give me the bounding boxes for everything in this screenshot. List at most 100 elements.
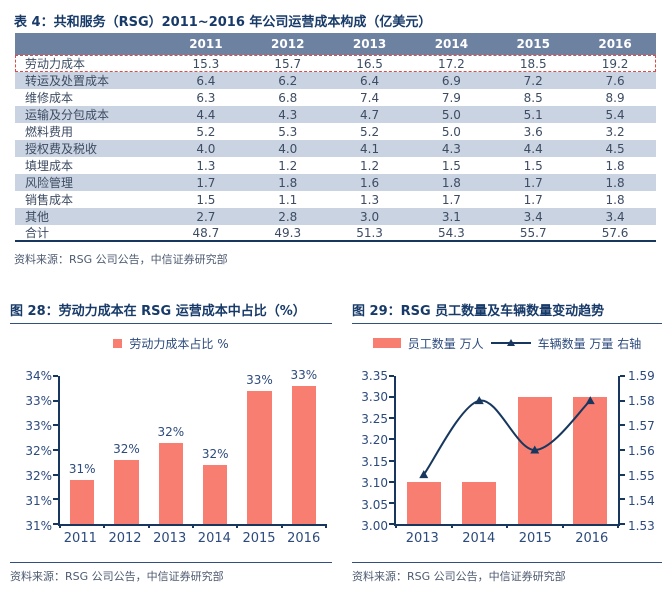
cell-value: 19.2 <box>601 56 629 71</box>
fig29-source: 资料来源：RSG 公司公告，中信证券研究部 <box>352 570 566 583</box>
cell-value: 4.5 <box>605 141 625 156</box>
bar-data-label: 31% <box>68 461 96 476</box>
axis-tick <box>53 375 58 377</box>
fig28-source: 资料来源：RSG 公司公告，中信证券研究部 <box>10 570 224 583</box>
axis-tick <box>620 523 625 525</box>
axis-tick-label: 32% <box>25 469 52 483</box>
cell-value: 1.7 <box>523 175 543 190</box>
cell-value: 1.8 <box>605 158 625 173</box>
table-header-row: 2011 2012 2013 2014 2015 2016 <box>15 33 656 55</box>
cell-value: 15.3 <box>192 56 220 71</box>
x-axis-label: 2016 <box>575 530 609 546</box>
bar-slot <box>507 376 563 524</box>
fig28-yaxis-labels: 34% 33% 33% 32% 32% 31% 31% <box>10 369 58 533</box>
axis-tick <box>53 523 58 525</box>
table-row: 授权费及税收 4.0 4.0 4.1 4.3 4.4 4.5 <box>15 140 656 157</box>
bar <box>114 459 139 524</box>
bar-data-label: 32% <box>201 446 229 461</box>
fig28-xaxis-labels: 2011 2012 2013 2014 2015 2016 <box>58 526 326 550</box>
x-axis-label: 2015 <box>518 530 552 546</box>
fig28-divider <box>10 562 332 563</box>
axis-tick-label: 3.05 <box>361 497 388 512</box>
cell-value: 17.2 <box>438 56 465 71</box>
row-label: 燃料费用 <box>25 125 74 139</box>
fig29-line-legend-swatch <box>490 338 531 348</box>
fig29-left-axis-labels: 3.35 3.30 3.25 3.20 3.15 3.10 3.05 3.00 <box>352 369 394 533</box>
table-row: 维修成本 6.3 6.8 7.4 7.9 8.5 8.9 <box>15 89 656 106</box>
row-label: 运输及分包成本 <box>25 108 110 122</box>
axis-tick-label: 3.15 <box>361 454 388 469</box>
bar-slot: 33% <box>237 372 281 524</box>
table-header-cell: 2014 <box>434 37 469 51</box>
bar-slot: 32% <box>149 376 193 524</box>
table-row: 运输及分包成本 4.4 4.3 4.7 5.0 5.1 5.4 <box>15 106 656 123</box>
axis-tick-label: 1.56 <box>628 444 655 458</box>
table-row: 劳动力成本 15.3 15.7 16.5 17.2 18.5 19.2 <box>15 55 656 72</box>
cell-value: 55.7 <box>519 225 547 240</box>
fig29-bar-legend-label: 员工数量 万人 <box>407 336 484 351</box>
row-label: 销售成本 <box>25 193 74 207</box>
bar-data-label: 33% <box>246 372 273 387</box>
cell-value: 1.3 <box>360 192 380 207</box>
axis-tick-label: 3.20 <box>361 433 388 448</box>
cell-value: 1.8 <box>605 192 625 207</box>
cell-value: 54.3 <box>438 225 465 240</box>
cell-value: 49.3 <box>274 225 302 240</box>
cell-value: 7.9 <box>441 90 461 105</box>
cell-value: 1.8 <box>605 175 625 190</box>
axis-tick <box>236 524 239 528</box>
cell-value: 1.3 <box>196 158 216 173</box>
axis-tick <box>280 524 283 528</box>
cell-value: 5.1 <box>523 107 543 122</box>
bar <box>158 442 183 524</box>
fig28-legend: 劳动力成本占比 % <box>10 336 332 351</box>
bar-slot <box>396 376 452 524</box>
axis-tick-label: 33% <box>25 394 52 408</box>
cell-value: 7.2 <box>523 73 543 88</box>
cell-value: 6.4 <box>196 73 216 88</box>
axis-tick <box>389 417 394 420</box>
bar-slot: 32% <box>104 376 148 524</box>
x-axis-label: 2013 <box>405 530 439 546</box>
cell-value: 4.4 <box>196 107 216 122</box>
axis-tick-label: 33% <box>25 419 52 433</box>
bar <box>462 481 497 524</box>
axis-tick-label: 32% <box>25 444 52 458</box>
cell-value: 4.3 <box>278 107 298 122</box>
axis-tick <box>620 449 625 451</box>
bars-layer: 31% 32% 32% 32% 33% 33% <box>60 368 326 524</box>
cell-value: 3.4 <box>523 209 543 224</box>
fig29-plot-area <box>389 375 625 528</box>
axis-tick <box>53 498 58 501</box>
figure-28-panel: 图 28：劳动力成本在 RSG 运营成本中占比（%） 劳动力成本占比 % 34%… <box>10 300 332 584</box>
bar <box>406 481 441 524</box>
cell-value: 1.7 <box>523 192 543 207</box>
triangle-marker-icon <box>585 396 595 405</box>
axis-tick <box>620 375 625 377</box>
cost-table: 2011 2012 2013 2014 2015 2016 劳动力成本 15.3 15.7 16… <box>15 33 656 242</box>
bar <box>202 464 228 524</box>
row-label: 合计 <box>25 226 50 240</box>
x-axis-label: 2014 <box>462 530 496 546</box>
cell-value: 5.0 <box>441 107 461 122</box>
table-row: 转运及处置成本 6.4 6.2 6.4 6.9 7.2 7.6 <box>15 72 656 89</box>
cell-value: 7.4 <box>360 90 380 105</box>
cell-value: 1.5 <box>441 158 461 173</box>
cell-value: 6.9 <box>441 73 461 88</box>
cell-value: 5.3 <box>278 124 298 139</box>
triangle-marker-icon <box>419 470 429 479</box>
row-label: 其他 <box>25 210 50 224</box>
axis-tick <box>620 424 625 427</box>
cell-value: 16.5 <box>356 56 383 71</box>
figure-28-title: 图 28：劳动力成本在 RSG 运营成本中占比（%） <box>10 300 332 324</box>
axis-tick <box>561 524 564 528</box>
row-label: 填埋成本 <box>25 159 74 173</box>
cell-value: 3.4 <box>605 209 625 224</box>
bar <box>291 385 316 524</box>
axis-tick <box>389 480 394 483</box>
vehicle-count-line <box>419 396 595 479</box>
fig29-line-legend-label: 车辆数量 万量 右轴 <box>537 336 642 351</box>
bar <box>573 397 608 524</box>
cell-value: 8.5 <box>523 90 543 105</box>
axis-tick <box>617 524 619 528</box>
